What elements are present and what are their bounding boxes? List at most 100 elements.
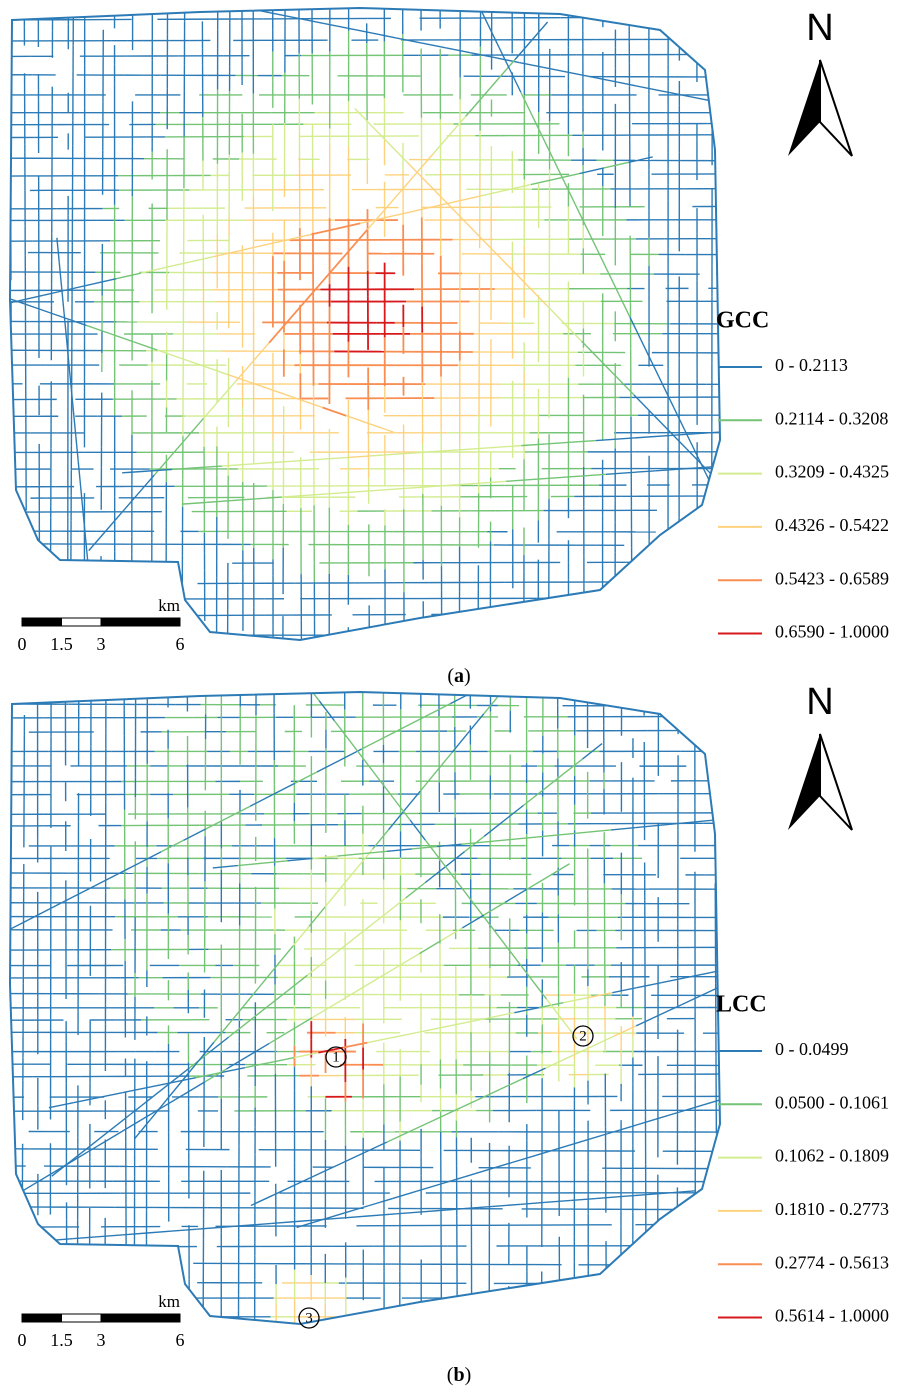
road <box>746 429 771 431</box>
road <box>323 408 347 416</box>
road <box>341 868 357 887</box>
road <box>619 295 630 317</box>
road <box>98 1133 119 1146</box>
road <box>368 1199 392 1206</box>
scale-segment <box>101 618 180 626</box>
road <box>531 979 546 999</box>
road <box>646 435 671 437</box>
road <box>139 852 161 863</box>
road <box>33 1172 54 1185</box>
road <box>299 399 323 407</box>
road <box>636 825 661 827</box>
road <box>455 1100 478 1111</box>
road <box>847 1054 871 1061</box>
road <box>740 107 765 112</box>
road <box>0 1197 12 1210</box>
road <box>536 1148 560 1155</box>
road <box>250 795 272 806</box>
road <box>114 835 116 860</box>
road <box>122 471 147 473</box>
road <box>739 542 750 564</box>
road <box>72 1237 97 1239</box>
north-arrow-left <box>788 60 820 156</box>
road <box>597 250 608 272</box>
road <box>28 909 50 920</box>
road <box>269 1058 293 1063</box>
road <box>154 456 170 475</box>
road <box>421 43 446 48</box>
road <box>355 979 376 992</box>
road <box>337 854 362 856</box>
road <box>361 738 383 749</box>
road <box>201 0 226 4</box>
road <box>478 1089 501 1100</box>
road <box>477 2 488 24</box>
north-label: N <box>806 7 833 49</box>
road <box>561 832 586 834</box>
road <box>608 272 619 294</box>
road <box>464 1170 488 1177</box>
road <box>473 681 495 692</box>
road <box>440 860 455 880</box>
road <box>795 941 818 952</box>
road <box>632 1119 656 1126</box>
road <box>611 828 636 830</box>
road <box>471 1206 496 1208</box>
road <box>506 480 531 482</box>
road <box>669 431 686 449</box>
road <box>465 1018 489 1023</box>
north-arrow-right <box>820 60 852 156</box>
scale-tick-label: 6 <box>176 634 185 654</box>
panel-caption: (a) <box>447 665 470 687</box>
road <box>547 617 563 636</box>
road <box>425 840 440 860</box>
road <box>564 182 575 204</box>
road <box>392 1191 416 1198</box>
road <box>371 1214 396 1216</box>
road <box>515 656 531 675</box>
road <box>871 1047 895 1054</box>
road <box>756 520 773 538</box>
road <box>347 456 372 458</box>
road <box>774 538 791 556</box>
road <box>205 366 229 374</box>
road <box>410 820 425 840</box>
road <box>772 952 795 963</box>
road <box>739 502 756 520</box>
road <box>805 458 830 460</box>
road <box>728 1090 752 1097</box>
road <box>735 816 760 818</box>
road <box>384 212 408 218</box>
road <box>527 877 548 890</box>
north-label: N <box>806 681 833 723</box>
road <box>183 1082 204 1095</box>
road <box>86 325 110 333</box>
road <box>484 821 504 836</box>
road <box>488 25 499 47</box>
road <box>531 179 555 185</box>
legend-label: 0.4326 - 0.5422 <box>775 515 889 535</box>
road <box>311 229 335 235</box>
road <box>68 284 92 290</box>
road <box>348 28 373 33</box>
road <box>519 63 544 68</box>
road <box>318 267 334 286</box>
road <box>521 92 532 114</box>
road <box>147 1231 172 1233</box>
road <box>481 481 506 483</box>
road <box>421 1210 446 1212</box>
road <box>387 849 412 851</box>
road <box>412 847 437 849</box>
road <box>322 458 347 460</box>
road <box>717 497 728 519</box>
road <box>751 1083 775 1090</box>
road <box>116 273 140 279</box>
road <box>346 416 370 424</box>
road <box>543 137 554 159</box>
road <box>826 592 843 610</box>
road <box>232 499 257 501</box>
road <box>599 359 616 377</box>
road <box>100 686 102 711</box>
road <box>272 783 294 794</box>
road <box>370 424 394 432</box>
